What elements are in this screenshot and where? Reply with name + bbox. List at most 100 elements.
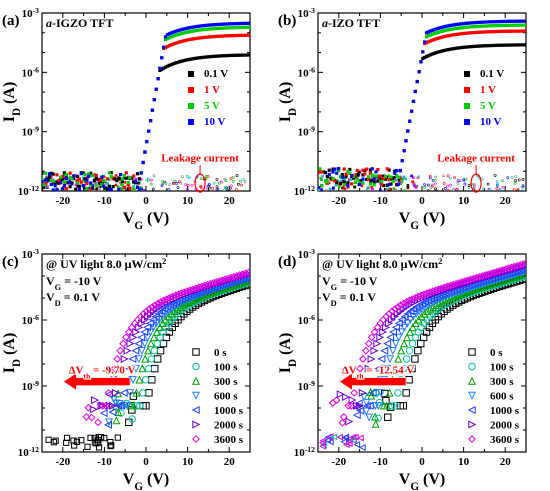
data-point — [49, 182, 53, 186]
leakage-point — [423, 183, 426, 186]
data-point — [107, 171, 111, 175]
y-tick-label: 10-6 — [298, 313, 316, 328]
leakage-point — [462, 178, 466, 182]
y-tick-label: 10-12 — [18, 184, 39, 199]
data-point — [421, 56, 425, 61]
data-point — [244, 33, 248, 37]
data-point — [235, 53, 239, 57]
data-point — [57, 178, 61, 183]
data-point — [192, 57, 196, 61]
data-point — [179, 300, 188, 309]
data-point — [475, 272, 484, 281]
leakage-label: Leakage current — [161, 152, 239, 164]
data-point — [490, 24, 494, 28]
data-point — [87, 172, 91, 176]
data-point — [322, 170, 326, 174]
data-point — [163, 65, 168, 69]
data-point — [486, 30, 490, 34]
data-point — [128, 176, 132, 180]
data-point — [497, 43, 502, 47]
data-point — [434, 37, 438, 41]
leakage-point — [178, 180, 181, 184]
data-point — [236, 25, 241, 30]
data-point — [327, 172, 331, 177]
noise-point — [52, 437, 59, 444]
data-point — [398, 168, 402, 173]
data-point — [481, 24, 485, 28]
data-point — [173, 41, 177, 46]
data-point — [505, 23, 509, 27]
leakage-point — [369, 180, 372, 183]
data-point — [188, 57, 192, 61]
data-point — [511, 43, 515, 47]
data-point — [167, 44, 171, 48]
data-point — [345, 417, 354, 426]
data-point — [490, 30, 494, 34]
data-point — [374, 414, 382, 422]
leakage-point — [381, 174, 385, 178]
data-point — [75, 181, 80, 185]
leakage-point — [441, 174, 445, 178]
data-point — [175, 33, 179, 37]
leakage-point — [399, 175, 402, 179]
data-point — [479, 30, 483, 34]
data-point — [391, 402, 399, 410]
data-point — [180, 288, 189, 297]
data-point — [338, 175, 343, 179]
data-point — [208, 23, 213, 27]
data-point — [144, 364, 153, 373]
legend-label: 10 V — [204, 116, 226, 128]
legend-label: 0.1 V — [204, 68, 228, 80]
data-point — [98, 178, 102, 182]
data-point — [180, 31, 184, 35]
leakage-point — [343, 187, 347, 191]
legend-marker — [464, 71, 470, 77]
data-point — [128, 186, 132, 191]
data-point — [438, 26, 442, 30]
data-point — [184, 297, 193, 306]
data-point — [348, 171, 352, 176]
data-point — [220, 54, 224, 58]
data-point — [111, 185, 115, 189]
data-point — [59, 175, 63, 179]
legend-marker — [188, 103, 194, 109]
data-point — [513, 261, 522, 270]
data-point — [238, 33, 243, 37]
data-point — [443, 48, 447, 52]
data-point — [110, 364, 119, 373]
data-point — [524, 23, 526, 27]
data-point — [367, 354, 376, 363]
data-point — [385, 388, 394, 397]
data-point — [462, 45, 466, 49]
leakage-point — [136, 181, 140, 185]
data-point — [403, 309, 412, 318]
legend-marker — [191, 391, 201, 400]
legend-label: 10 V — [480, 116, 502, 128]
leakage-point — [480, 177, 484, 181]
leakage-point — [49, 175, 53, 179]
leakage-point — [145, 178, 149, 182]
data-point — [374, 402, 383, 411]
leakage-point — [402, 175, 406, 179]
data-point — [437, 297, 446, 306]
data-point — [225, 26, 229, 30]
data-point — [387, 178, 391, 182]
leakage-point — [392, 187, 396, 190]
data-point — [235, 33, 239, 38]
data-point — [227, 34, 231, 38]
legend-marker — [467, 405, 476, 415]
data-point — [244, 53, 248, 57]
leakage-point — [206, 175, 210, 178]
data-point — [394, 389, 402, 397]
leakage-point — [231, 175, 235, 179]
leakage-point — [442, 182, 446, 185]
x-tick-label: 10 — [458, 456, 470, 468]
data-point — [223, 22, 228, 26]
data-point — [147, 129, 151, 133]
data-point — [494, 43, 498, 47]
data-point — [167, 32, 171, 36]
data-point — [182, 27, 186, 31]
data-point — [147, 355, 156, 363]
data-point — [336, 166, 341, 171]
data-point — [240, 53, 244, 57]
